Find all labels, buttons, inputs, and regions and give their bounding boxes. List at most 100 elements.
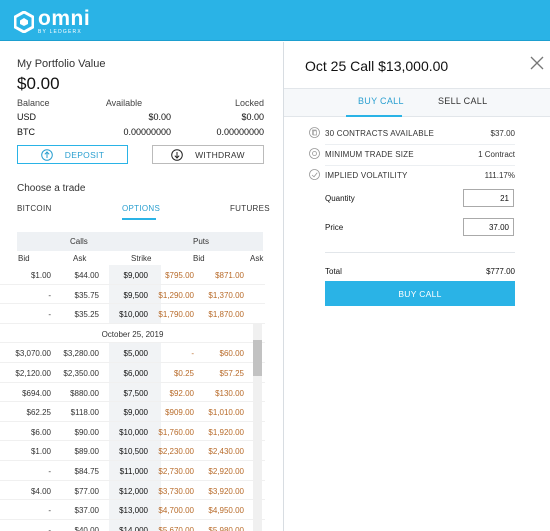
put-bid-cell[interactable]: $0.25 [173, 368, 194, 378]
quantity-input[interactable]: 21 [463, 189, 514, 207]
put-bid-cell[interactable]: $3,730.00 [158, 486, 194, 496]
order-tabs: BUY CALL SELL CALL [284, 89, 550, 117]
close-icon[interactable] [529, 55, 545, 71]
put-ask-cell[interactable]: $1,870.00 [208, 310, 244, 320]
calls-header: Calls [70, 237, 88, 246]
strike-cell[interactable]: $10,500 [119, 447, 148, 457]
call-ask-cell[interactable]: $90.00 [74, 427, 99, 437]
call-bid-cell[interactable]: $62.25 [26, 408, 51, 418]
omni-logo[interactable]: omni BY LEDGERX [13, 8, 90, 35]
put-ask-cell[interactable]: $1,920.00 [208, 427, 244, 437]
call-ask-cell[interactable]: $40.00 [74, 525, 99, 531]
put-ask-cell[interactable]: $130.00 [215, 388, 244, 398]
price-label: Price [325, 223, 344, 232]
put-bid-cell[interactable]: - [191, 349, 194, 359]
call-ask-cell[interactable]: $84.75 [74, 466, 99, 476]
call-ask-cell[interactable]: $89.00 [74, 447, 99, 457]
strike-cell[interactable]: $10,000 [119, 310, 148, 320]
option-row[interactable]: $6.00 $90.00 $10,000 $1,760.00 $1,920.00 [0, 422, 265, 442]
buy-call-button[interactable]: BUY CALL [325, 281, 515, 306]
option-row[interactable]: $3,070.00 $3,280.00 $5,000 - $60.00 [0, 343, 265, 363]
option-row[interactable]: - $40.00 $14,000 $5,670.00 $5,980.00 [0, 520, 265, 531]
call-ask-cell[interactable]: $44.00 [74, 271, 99, 280]
info-label: MINIMUM TRADE SIZE [325, 150, 414, 159]
strike-cell[interactable]: $11,000 [119, 466, 148, 476]
option-row[interactable]: $1.00 $44.00 $9,000 $795.00 $871.00 [0, 265, 265, 285]
put-ask-cell[interactable]: $5,980.00 [208, 525, 244, 531]
call-bid-cell[interactable]: - [48, 506, 51, 516]
put-bid-cell[interactable]: $909.00 [165, 408, 194, 418]
put-ask-cell[interactable]: $1,370.00 [208, 290, 244, 300]
option-row[interactable]: $2,120.00 $2,350.00 $6,000 $0.25 $57.25 [0, 363, 265, 383]
order-panel: Oct 25 Call $13,000.00 BUY CALL SELL CAL… [283, 42, 550, 531]
call-ask-cell[interactable]: $77.00 [74, 486, 99, 496]
tab-sell-call[interactable]: SELL CALL [438, 96, 488, 106]
strike-cell[interactable]: $14,000 [119, 525, 148, 531]
put-bid-cell[interactable]: $1,290.00 [158, 290, 194, 300]
locked-value: $0.00 [241, 112, 264, 122]
strike-cell[interactable]: $6,000 [123, 368, 148, 378]
put-bid-cell[interactable]: $5,670.00 [158, 525, 194, 531]
call-ask-cell[interactable]: $35.25 [74, 310, 99, 320]
options-scrollbar[interactable] [253, 324, 262, 531]
option-row[interactable]: - $35.25 $10,000 $1,790.00 $1,870.00 [0, 304, 265, 324]
put-ask-cell[interactable]: $2,920.00 [208, 466, 244, 476]
call-bid-cell[interactable]: $694.00 [22, 388, 51, 398]
call-ask-cell[interactable]: $35.75 [74, 290, 99, 300]
strike-cell[interactable]: $13,000 [119, 506, 148, 516]
call-bid-cell[interactable]: $1.00 [30, 271, 51, 280]
put-ask-cell[interactable]: $1,010.00 [208, 408, 244, 418]
put-ask-cell[interactable]: $3,920.00 [208, 486, 244, 496]
option-row[interactable]: - $35.75 $9,500 $1,290.00 $1,370.00 [0, 285, 265, 305]
call-ask-cell[interactable]: $3,280.00 [63, 349, 99, 359]
strike-cell[interactable]: $5,000 [123, 349, 148, 359]
call-bid-cell[interactable]: $6.00 [30, 427, 51, 437]
tab-options[interactable]: OPTIONS [122, 204, 161, 213]
option-row[interactable]: - $37.00 $13,000 $4,700.00 $4,950.00 [0, 500, 265, 520]
tab-bitcoin[interactable]: BITCOIN [17, 204, 52, 213]
deposit-button[interactable]: DEPOSIT [17, 145, 128, 164]
tab-buy-call[interactable]: BUY CALL [358, 96, 404, 106]
put-ask-cell[interactable]: $57.25 [219, 368, 244, 378]
put-bid-cell[interactable]: $4,700.00 [158, 506, 194, 516]
option-row[interactable]: $694.00 $880.00 $7,500 $92.00 $130.00 [0, 383, 265, 403]
tab-futures[interactable]: FUTURES [230, 204, 270, 213]
call-bid-cell[interactable]: - [48, 310, 51, 320]
options-column-header: Bid Ask Strike Bid Ask [0, 254, 265, 266]
put-bid-cell[interactable]: $1,790.00 [158, 310, 194, 320]
put-ask-cell[interactable]: $60.00 [219, 349, 244, 359]
call-bid-cell[interactable]: $4.00 [30, 486, 51, 496]
call-bid-cell[interactable]: $3,070.00 [15, 349, 51, 359]
call-ask-cell[interactable]: $880.00 [70, 388, 99, 398]
strike-cell[interactable]: $10,000 [119, 427, 148, 437]
option-row[interactable]: $1.00 $89.00 $10,500 $2,230.00 $2,430.00 [0, 441, 265, 461]
withdraw-button[interactable]: WITHDRAW [152, 145, 264, 164]
call-ask-cell[interactable]: $37.00 [74, 506, 99, 516]
info-value: 1 Contract [478, 150, 515, 159]
strike-cell[interactable]: $9,000 [123, 408, 148, 418]
option-row[interactable]: $4.00 $77.00 $12,000 $3,730.00 $3,920.00 [0, 481, 265, 501]
scrollbar-thumb[interactable] [253, 340, 262, 376]
put-ask-cell[interactable]: $4,950.00 [208, 506, 244, 516]
call-bid-cell[interactable]: - [48, 466, 51, 476]
put-bid-cell[interactable]: $1,760.00 [158, 427, 194, 437]
call-ask-cell[interactable]: $2,350.00 [63, 368, 99, 378]
strike-cell[interactable]: $7,500 [123, 388, 148, 398]
strike-cell[interactable]: $12,000 [119, 486, 148, 496]
put-bid-cell[interactable]: $795.00 [165, 271, 194, 280]
call-bid-cell[interactable]: $1.00 [30, 447, 51, 457]
call-ask-cell[interactable]: $118.00 [70, 408, 99, 418]
call-bid-cell[interactable]: $2,120.00 [15, 368, 51, 378]
put-bid-cell[interactable]: $92.00 [169, 388, 194, 398]
option-row[interactable]: $62.25 $118.00 $9,000 $909.00 $1,010.00 [0, 402, 265, 422]
option-row[interactable]: - $84.75 $11,000 $2,730.00 $2,920.00 [0, 461, 265, 481]
put-bid-cell[interactable]: $2,230.00 [158, 447, 194, 457]
strike-cell[interactable]: $9,000 [123, 271, 148, 280]
price-input[interactable]: 37.00 [463, 218, 514, 236]
put-ask-cell[interactable]: $871.00 [215, 271, 244, 280]
put-bid-cell[interactable]: $2,730.00 [158, 466, 194, 476]
call-bid-cell[interactable]: - [48, 290, 51, 300]
put-ask-cell[interactable]: $2,430.00 [208, 447, 244, 457]
call-bid-cell[interactable]: - [48, 525, 51, 531]
strike-cell[interactable]: $9,500 [123, 290, 148, 300]
